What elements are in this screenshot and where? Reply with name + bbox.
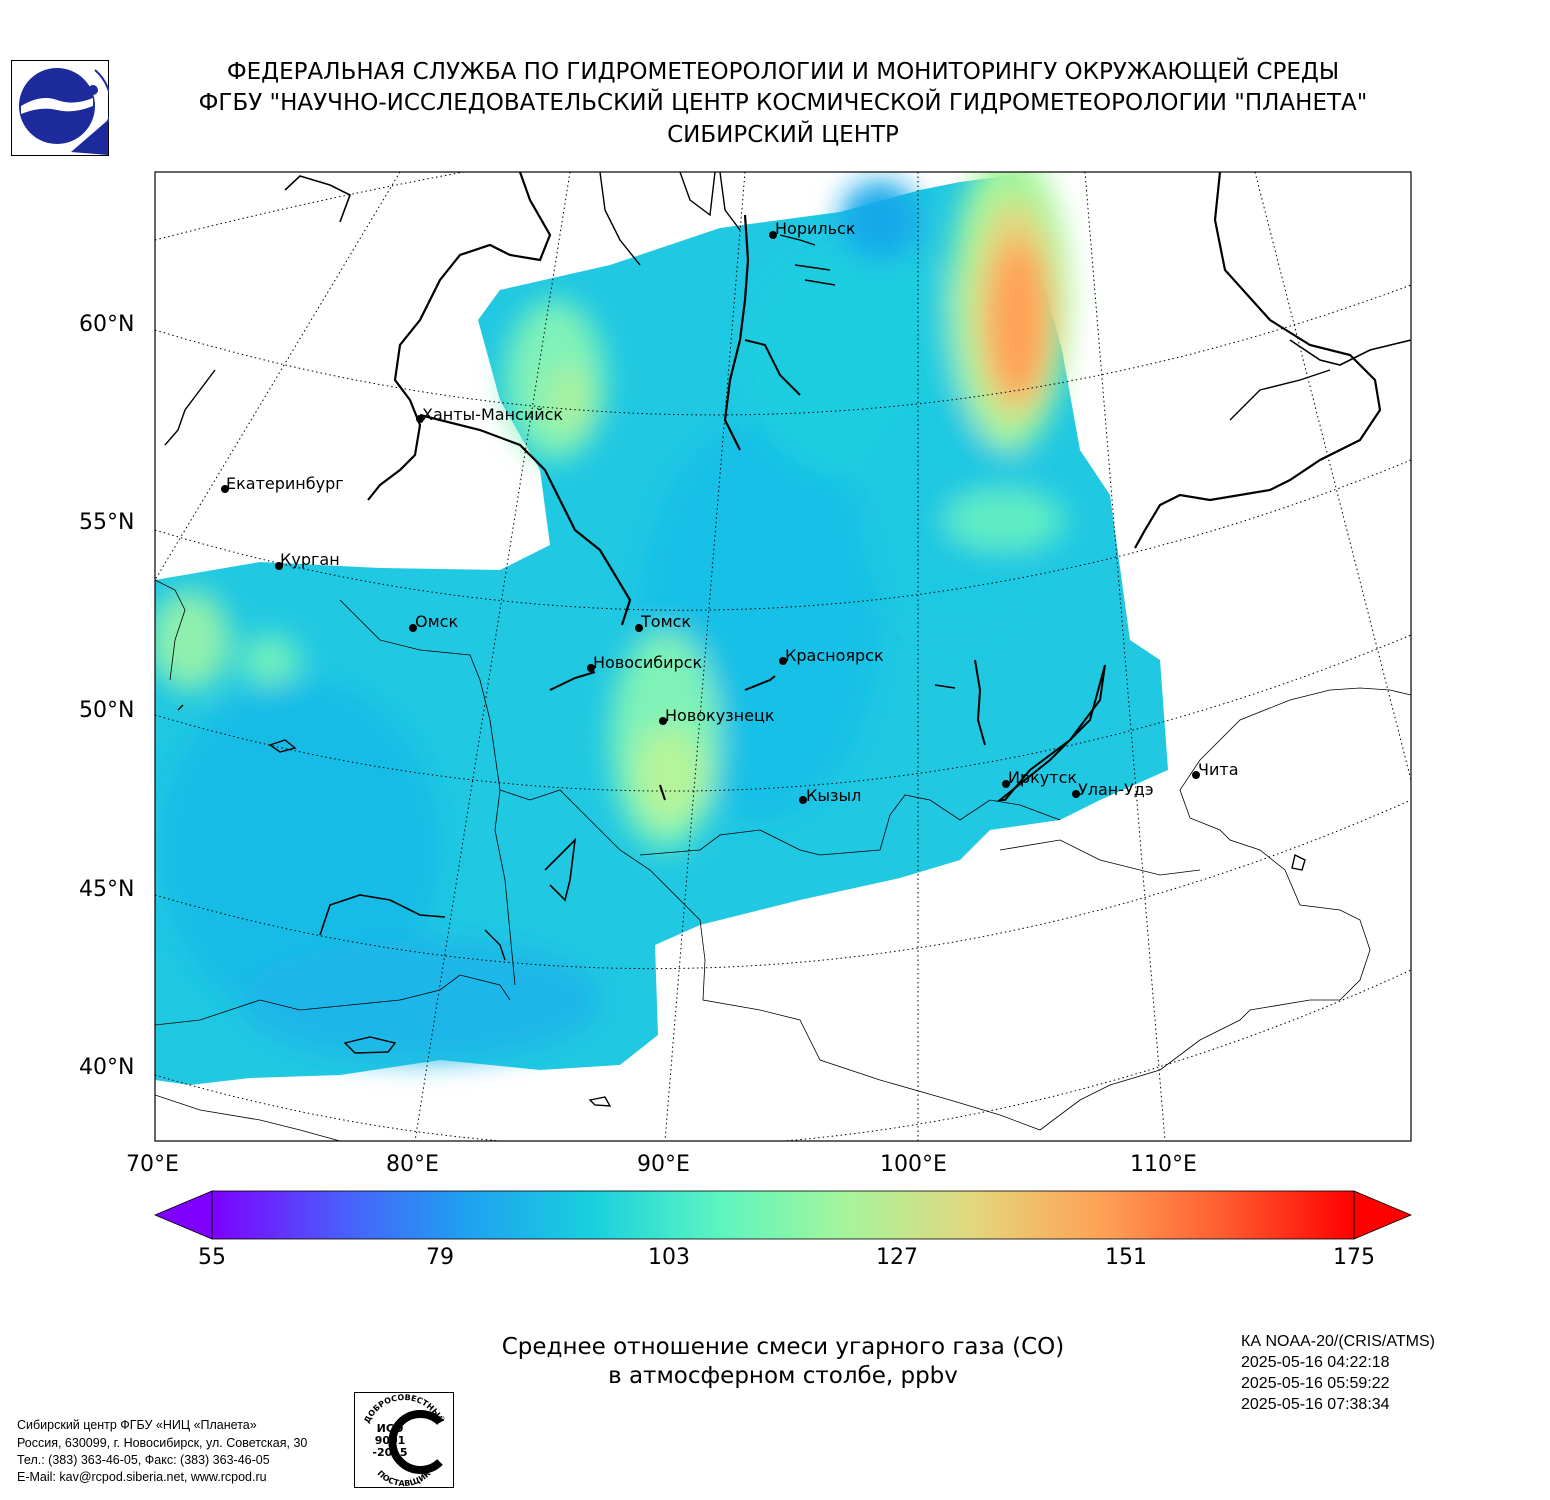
colorbar-min-extension — [153, 1190, 213, 1240]
map-frame — [154, 171, 1412, 1142]
city-label-krasnoyarsk: Красноярск — [785, 646, 884, 665]
lon-label-70: 70°E — [126, 1152, 179, 1177]
satellite-name: КА NOAA-20/(CRIS/ATMS) — [1241, 1333, 1435, 1350]
org-address: Россия, 630099, г. Новосибирск, ул. Сове… — [17, 1436, 308, 1450]
header-institute: ФГБУ "НАУЧНО-ИССЛЕДОВАТЕЛЬСКИЙ ЦЕНТР КОС… — [198, 90, 1368, 116]
caption-subtitle: в атмосферном столбе, ppbv — [608, 1363, 958, 1389]
city-label-khanty-mansiysk: Ханты-Мансийск — [422, 405, 564, 424]
colorbar — [153, 1190, 1413, 1240]
city-label-chita: Чита — [1198, 760, 1239, 779]
colorbar-tick-55: 55 — [198, 1245, 226, 1270]
lat-label-55: 55°N — [79, 510, 135, 535]
org-name: Сибирский центр ФГБУ «НИЦ «Планета» — [17, 1418, 257, 1432]
org-phone: Тел.: (383) 363-46-05, Факс: (383) 363-4… — [17, 1453, 270, 1467]
city-label-novosibirsk: Новосибирск — [593, 653, 703, 672]
city-dot-novokuznetsk — [659, 717, 667, 725]
city-dot-norilsk — [769, 231, 777, 239]
colorbar-tick-103: 103 — [648, 1245, 690, 1270]
lat-label-50: 50°N — [79, 698, 135, 723]
city-dot-ulan-ude — [1072, 790, 1080, 798]
city-dot-yekaterinburg — [221, 485, 229, 493]
graticule — [155, 172, 1411, 1141]
caption-title: Среднее отношение смеси угарного газа (C… — [501, 1334, 1065, 1360]
city-label-ulan-ude: Улан-Удэ — [1078, 780, 1154, 799]
lat-label-40: 40°N — [79, 1055, 135, 1080]
header-agency: ФЕДЕРАЛЬНАЯ СЛУЖБА ПО ГИДРОМЕТЕОРОЛОГИИ … — [226, 59, 1340, 85]
colorbar-tick-79: 79 — [426, 1245, 454, 1270]
city-dot-krasnoyarsk — [779, 657, 787, 665]
city-dot-irkutsk — [1002, 780, 1010, 788]
colorbar-tick-151: 151 — [1105, 1245, 1147, 1270]
colorbar-tick-127: 127 — [876, 1245, 918, 1270]
iso-certification-badge: ДОБРОСОВЕСТНЫЙ ПОСТАВЩИК ИСО 9001 -2015 — [354, 1392, 454, 1488]
org-email: E-Mail: kav@rcpod.siberia.net, www.rcpod… — [17, 1470, 267, 1484]
lat-label-60: 60°N — [79, 312, 135, 337]
city-label-norilsk: Норильск — [775, 219, 856, 238]
city-label-yekaterinburg: Екатеринбург — [226, 474, 344, 493]
city-dot-kurgan — [275, 562, 283, 570]
city-label-kurgan: Курган — [280, 550, 340, 569]
city-dot-novosibirsk — [587, 664, 595, 672]
data-field — [155, 172, 1168, 1085]
lon-label-80: 80°E — [386, 1152, 439, 1177]
city-dot-kyzyl — [799, 796, 807, 804]
lon-label-90: 90°E — [637, 1152, 690, 1177]
city-label-tomsk: Томск — [641, 612, 692, 631]
satellite-time-1: 2025-05-16 04:22:18 — [1241, 1354, 1390, 1371]
satellite-time-2: 2025-05-16 05:59:22 — [1241, 1375, 1390, 1392]
colorbar-tick-175: 175 — [1333, 1245, 1375, 1270]
lon-label-110: 110°E — [1130, 1152, 1197, 1177]
city-dot-tomsk — [635, 624, 643, 632]
header-center: СИБИРСКИЙ ЦЕНТР — [667, 122, 899, 148]
iso-line1: ИСО — [377, 1422, 404, 1435]
iso-line2: 9001 — [375, 1434, 406, 1447]
planeta-logo — [11, 60, 112, 156]
city-label-novokuznetsk: Новокузнецк — [665, 706, 775, 725]
city-dot-omsk — [409, 624, 417, 632]
city-dot-khanty-mansiysk — [416, 415, 424, 423]
city-label-omsk: Омск — [415, 612, 459, 631]
colorbar-body — [212, 1191, 1354, 1239]
iso-line3: -2015 — [372, 1446, 407, 1459]
city-dot-chita — [1192, 771, 1200, 779]
geography-lines — [155, 172, 1411, 1141]
colorbar-max-extension — [1353, 1190, 1413, 1240]
satellite-time-3: 2025-05-16 07:38:34 — [1241, 1396, 1390, 1413]
city-label-irkutsk: Иркутск — [1008, 768, 1078, 787]
city-markers — [221, 231, 1200, 804]
city-label-kyzyl: Кызыл — [806, 786, 862, 805]
lon-label-100: 100°E — [880, 1152, 947, 1177]
lat-label-45: 45°N — [79, 877, 135, 902]
